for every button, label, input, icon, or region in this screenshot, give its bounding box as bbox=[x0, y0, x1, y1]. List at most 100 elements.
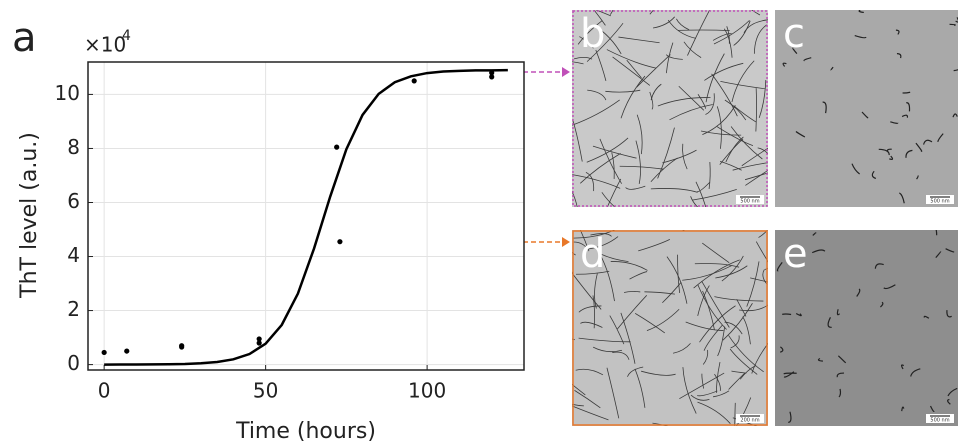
fibril bbox=[682, 230, 685, 231]
fibril bbox=[836, 372, 845, 378]
scale-bar-box bbox=[926, 414, 954, 423]
fibril bbox=[725, 136, 744, 163]
x-axis-label: Time (hours) bbox=[235, 419, 376, 444]
fibril bbox=[699, 305, 736, 343]
fibril bbox=[704, 62, 744, 81]
fibril bbox=[701, 280, 730, 328]
fibril bbox=[572, 191, 578, 207]
data-point bbox=[124, 348, 130, 354]
fibril bbox=[609, 10, 614, 15]
fibril bbox=[649, 10, 655, 15]
fibril bbox=[657, 127, 675, 179]
fibril bbox=[629, 271, 648, 280]
micrograph: c 500 nm bbox=[775, 10, 958, 207]
fibril bbox=[572, 61, 584, 65]
fibril bbox=[669, 104, 713, 121]
fibril bbox=[572, 405, 609, 421]
fibril bbox=[751, 342, 768, 374]
fibril bbox=[577, 20, 603, 45]
arrow-head bbox=[562, 237, 570, 247]
fibril bbox=[724, 99, 747, 121]
fibril bbox=[598, 252, 629, 262]
fibril bbox=[606, 49, 657, 69]
fibril bbox=[595, 49, 607, 81]
fibril bbox=[782, 313, 792, 316]
fibril bbox=[731, 370, 747, 374]
fibril bbox=[739, 304, 768, 312]
x-tick-label: 0 bbox=[98, 379, 111, 403]
fibril bbox=[886, 148, 892, 153]
fibril bbox=[705, 93, 715, 115]
micrograph: d 200 nm bbox=[572, 230, 768, 426]
fit-curve bbox=[104, 68, 508, 366]
fibril bbox=[836, 309, 841, 316]
fibril bbox=[878, 148, 890, 156]
fibril bbox=[712, 390, 730, 398]
fibril bbox=[587, 89, 607, 101]
fibril bbox=[594, 273, 598, 309]
y-tick-label: 10 bbox=[55, 81, 80, 105]
fibril bbox=[827, 317, 832, 328]
fibril bbox=[634, 312, 666, 334]
fibril bbox=[599, 138, 622, 184]
fibril bbox=[744, 172, 768, 181]
y-tick-label: 8 bbox=[67, 135, 80, 159]
fibril bbox=[901, 114, 909, 118]
fibril bbox=[576, 270, 610, 275]
fibril bbox=[753, 24, 768, 54]
fibril bbox=[682, 143, 688, 170]
fibril bbox=[578, 305, 602, 313]
fibril bbox=[858, 10, 864, 14]
scale-bar-box bbox=[736, 195, 764, 204]
y-tick-label: 0 bbox=[67, 351, 80, 375]
fibril bbox=[736, 299, 747, 317]
fibril bbox=[724, 321, 743, 335]
fibril bbox=[606, 178, 622, 207]
fibril bbox=[743, 19, 768, 34]
fibril bbox=[722, 303, 753, 341]
y-axis-label: ThT level (a.u.) bbox=[17, 132, 42, 299]
fibril bbox=[717, 326, 726, 357]
fibril bbox=[719, 138, 744, 165]
fibril bbox=[945, 248, 955, 253]
fibril bbox=[657, 97, 711, 107]
fibril bbox=[745, 169, 768, 186]
fibril bbox=[715, 265, 748, 279]
data-point bbox=[337, 239, 343, 245]
fibril bbox=[652, 16, 675, 29]
micrograph-background bbox=[572, 10, 768, 207]
fibril bbox=[757, 147, 768, 155]
fibril bbox=[899, 192, 905, 204]
data-point bbox=[256, 336, 262, 342]
fibril bbox=[666, 256, 688, 304]
fibril bbox=[830, 66, 834, 71]
fibril bbox=[636, 114, 643, 155]
fibril bbox=[677, 29, 730, 32]
fibril bbox=[636, 54, 671, 88]
fibril bbox=[619, 165, 664, 170]
fibril bbox=[730, 335, 740, 349]
fibril bbox=[712, 33, 733, 41]
fibril bbox=[593, 24, 622, 55]
scale-bar-label: 500 nm bbox=[930, 199, 949, 205]
panel-label: b bbox=[580, 11, 605, 57]
fibril bbox=[627, 366, 644, 377]
micrograph-background bbox=[775, 10, 958, 207]
data-point bbox=[101, 349, 107, 356]
fibril bbox=[601, 192, 616, 207]
fibril bbox=[586, 137, 629, 163]
fibril bbox=[901, 406, 905, 412]
fibril bbox=[572, 403, 584, 407]
scale-bar-box bbox=[736, 414, 764, 423]
fibril bbox=[595, 10, 612, 17]
fibril bbox=[795, 312, 802, 317]
fibril bbox=[609, 315, 625, 345]
fibril bbox=[650, 157, 678, 183]
fibril bbox=[741, 147, 768, 167]
fibril bbox=[946, 310, 952, 318]
fibril bbox=[947, 387, 958, 397]
fibril bbox=[611, 152, 615, 179]
fibril bbox=[623, 291, 641, 293]
fibril bbox=[922, 139, 933, 145]
fibril bbox=[702, 242, 730, 264]
